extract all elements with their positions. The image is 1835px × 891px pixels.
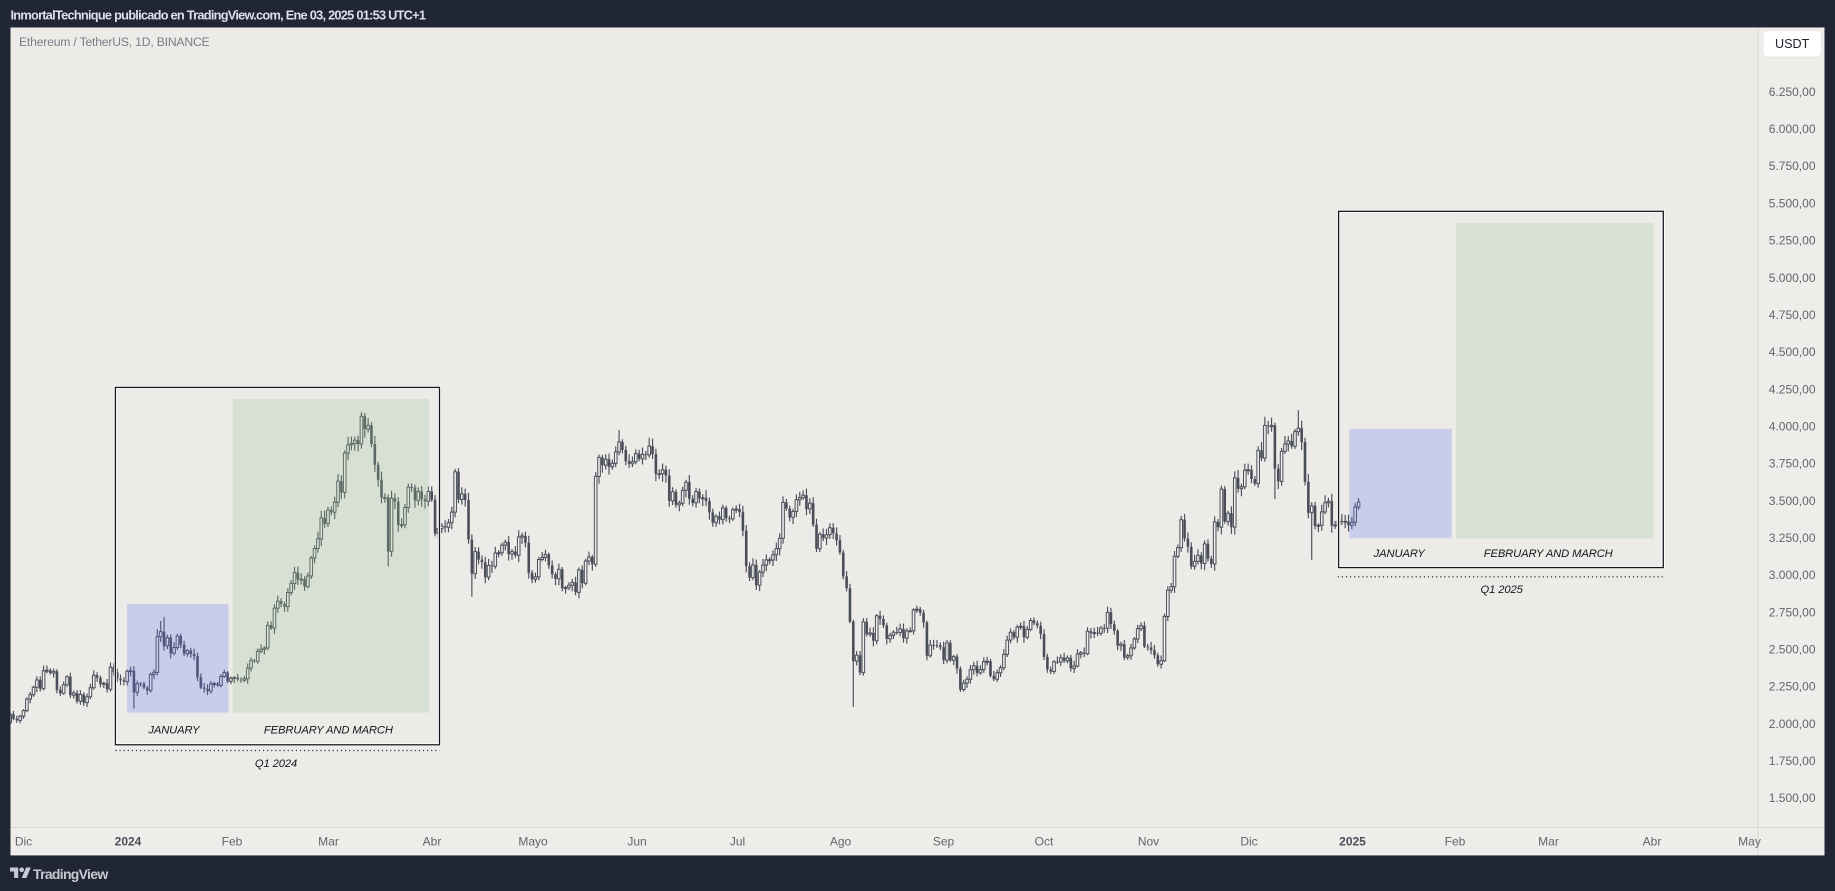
svg-text:Abr: Abr xyxy=(1643,835,1662,849)
svg-text:Ago: Ago xyxy=(830,835,852,849)
svg-text:6.000,00: 6.000,00 xyxy=(1769,122,1816,136)
svg-text:3.500,00: 3.500,00 xyxy=(1769,494,1816,508)
svg-text:Dic: Dic xyxy=(1240,835,1257,849)
svg-text:Q1 2025: Q1 2025 xyxy=(1480,584,1523,596)
svg-text:Jul: Jul xyxy=(730,835,745,849)
svg-text:4.500,00: 4.500,00 xyxy=(1769,345,1816,359)
svg-text:JANUARY: JANUARY xyxy=(147,725,201,737)
svg-text:2.000,00: 2.000,00 xyxy=(1769,717,1816,731)
svg-text:1.750,00: 1.750,00 xyxy=(1769,754,1816,768)
svg-text:Mayo: Mayo xyxy=(518,835,548,849)
svg-text:6.250,00: 6.250,00 xyxy=(1769,85,1816,99)
svg-text:USDT: USDT xyxy=(1775,37,1810,51)
svg-text:InmortalTechnique publicado en: InmortalTechnique publicado en TradingVi… xyxy=(11,7,426,22)
svg-text:4.250,00: 4.250,00 xyxy=(1769,382,1816,396)
svg-text:5.750,00: 5.750,00 xyxy=(1769,159,1816,173)
svg-text:4.750,00: 4.750,00 xyxy=(1769,308,1816,322)
svg-text:2024: 2024 xyxy=(115,835,142,849)
svg-text:5.500,00: 5.500,00 xyxy=(1769,196,1816,210)
svg-text:JANUARY: JANUARY xyxy=(1373,548,1427,560)
svg-text:Abr: Abr xyxy=(423,835,442,849)
svg-text:Ethereum / TetherUS, 1D, BINAN: Ethereum / TetherUS, 1D, BINANCE xyxy=(19,35,210,49)
svg-text:TradingView: TradingView xyxy=(33,866,108,882)
svg-text:3.250,00: 3.250,00 xyxy=(1769,531,1816,545)
svg-text:FEBRUARY AND MARCH: FEBRUARY AND MARCH xyxy=(1484,548,1614,560)
svg-text:May: May xyxy=(1738,835,1761,849)
svg-text:2.250,00: 2.250,00 xyxy=(1769,680,1816,694)
svg-text:2.500,00: 2.500,00 xyxy=(1769,643,1816,657)
svg-text:Feb: Feb xyxy=(222,835,243,849)
svg-text:2.750,00: 2.750,00 xyxy=(1769,605,1816,619)
svg-text:Q1 2024: Q1 2024 xyxy=(255,758,297,770)
svg-text:Sep: Sep xyxy=(933,835,955,849)
svg-text:4.000,00: 4.000,00 xyxy=(1769,419,1816,433)
svg-text:Nov: Nov xyxy=(1138,835,1159,849)
svg-text:Mar: Mar xyxy=(318,835,339,849)
svg-text:FEBRUARY AND MARCH: FEBRUARY AND MARCH xyxy=(264,725,394,737)
svg-text:Feb: Feb xyxy=(1445,835,1466,849)
svg-text:Dic: Dic xyxy=(15,835,32,849)
svg-text:3.750,00: 3.750,00 xyxy=(1769,457,1816,471)
svg-text:1.500,00: 1.500,00 xyxy=(1769,791,1816,805)
svg-text:3.000,00: 3.000,00 xyxy=(1769,568,1816,582)
svg-text:2025: 2025 xyxy=(1339,835,1366,849)
svg-text:5.000,00: 5.000,00 xyxy=(1769,271,1816,285)
svg-text:Oct: Oct xyxy=(1035,835,1054,849)
svg-text:5.250,00: 5.250,00 xyxy=(1769,234,1816,248)
svg-text:Mar: Mar xyxy=(1538,835,1559,849)
svg-text:Jun: Jun xyxy=(627,835,646,849)
